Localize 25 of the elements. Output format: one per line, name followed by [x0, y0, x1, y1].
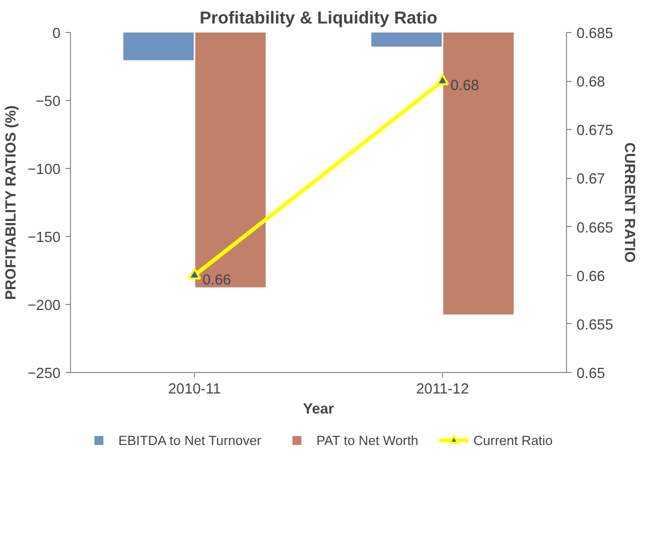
legend-label: PAT to Net Worth: [316, 432, 418, 448]
y-tick-label: 0: [52, 26, 61, 42]
y-tick-label: −200: [27, 298, 61, 314]
y2-tick-label: 0.685: [576, 26, 614, 42]
y2-tick-label: 0.655: [576, 317, 614, 334]
x-axis-title: Year: [303, 402, 334, 418]
y2-axis-title: CURRENT RATIO: [621, 142, 638, 263]
y-tick-label: −100: [27, 162, 61, 178]
y2-tick-label: 0.675: [576, 123, 614, 140]
y-tick-label: −50: [36, 94, 61, 110]
y2-tick-label: 0.68: [576, 74, 606, 91]
chart-title: Profitability & Liquidity Ratio: [200, 8, 438, 28]
legend-label: EBITDA to Net Turnover: [118, 432, 262, 448]
y2-tick-label: 0.66: [576, 268, 606, 285]
legend-label: Current Ratio: [473, 432, 553, 448]
y2-tick-label: 0.665: [576, 220, 614, 236]
data-label: 0.68: [450, 78, 480, 94]
y2-tick-label: 0.67: [576, 172, 606, 188]
y-axis-title: PROFITABILITY RATIOS (%): [3, 105, 20, 300]
y2-tick-label: 0.65: [576, 366, 606, 382]
y-tick-label: −250: [27, 366, 61, 382]
x-tick-label: 2011-12: [416, 382, 469, 398]
data-label: 0.66: [202, 272, 232, 288]
y-tick-label: −150: [27, 230, 61, 246]
x-tick-label: 2010-11: [168, 382, 221, 398]
